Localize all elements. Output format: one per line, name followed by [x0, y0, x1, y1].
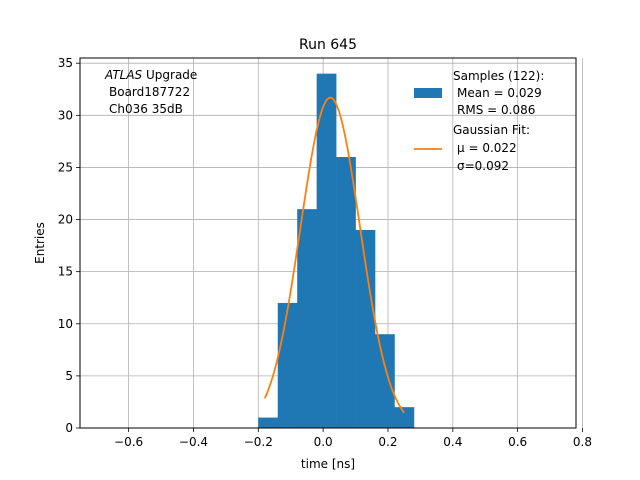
- y-tick-label: 35: [58, 56, 73, 70]
- atlas-annotation: ATLAS Upgrade Board187722 Ch036 35dB: [104, 68, 197, 116]
- x-tick-label: 0.6: [508, 435, 527, 449]
- y-tick-label: 25: [58, 160, 73, 174]
- annotation-upgrade: Upgrade: [142, 68, 197, 82]
- legend-samples-rms: RMS = 0.086: [457, 103, 535, 117]
- histogram-bars: [258, 73, 415, 429]
- x-tick-label: −0.4: [179, 435, 208, 449]
- plot-frame: [79, 57, 577, 429]
- histogram-bar: [258, 417, 279, 428]
- y-tick-label: 15: [58, 265, 73, 279]
- x-tick-label: 0.0: [314, 435, 333, 449]
- legend: Samples (122): Mean = 0.029 RMS = 0.086 …: [414, 69, 544, 173]
- x-tick-label: −0.6: [114, 435, 143, 449]
- y-tick-label: 0: [65, 421, 73, 435]
- x-tick-label: 0.4: [443, 435, 462, 449]
- histogram-bar: [394, 407, 415, 428]
- chart-title: Run 645: [299, 37, 357, 53]
- histogram-bar: [277, 302, 298, 428]
- histogram-bar: [336, 157, 356, 428]
- legend-samples-title: Samples (122):: [453, 69, 544, 83]
- histogram-bar: [297, 209, 317, 428]
- histogram-bar: [375, 334, 395, 428]
- gaussian-fit-path: [263, 96, 405, 414]
- histogram-bar: [316, 73, 337, 429]
- y-tick-label: 10: [58, 317, 73, 331]
- y-axis-label: Entries: [33, 222, 47, 264]
- y-tick-label: 20: [58, 213, 73, 227]
- x-tick-label: 0.8: [573, 435, 592, 449]
- legend-fit-mu: μ = 0.022: [457, 141, 517, 155]
- annotation-atlas: ATLAS: [104, 68, 143, 82]
- legend-fit-sigma: σ=0.092: [457, 159, 509, 173]
- y-tick-label: 5: [65, 369, 73, 383]
- x-tick-label: −0.2: [244, 435, 273, 449]
- x-axis-ticks: −0.6 −0.4 −0.2 0.0 0.2 0.4 0.6 0.8: [114, 428, 592, 449]
- legend-samples-swatch: [414, 88, 442, 98]
- annotation-line-2: Board187722: [109, 85, 190, 99]
- y-axis-ticks: 0 5 10 15 20 25 30 35: [58, 56, 80, 435]
- annotation-line-3: Ch036 35dB: [109, 102, 183, 116]
- y-tick-label: 30: [58, 108, 73, 122]
- histogram-bar: [355, 229, 376, 428]
- x-axis-label: time [ns]: [301, 457, 355, 471]
- annotation-line-1: ATLAS Upgrade: [104, 68, 197, 82]
- x-tick-label: 0.2: [378, 435, 397, 449]
- legend-fit-title: Gaussian Fit:: [453, 123, 530, 137]
- gaussian-fit-curve: [263, 96, 405, 414]
- legend-samples-mean: Mean = 0.029: [457, 86, 542, 100]
